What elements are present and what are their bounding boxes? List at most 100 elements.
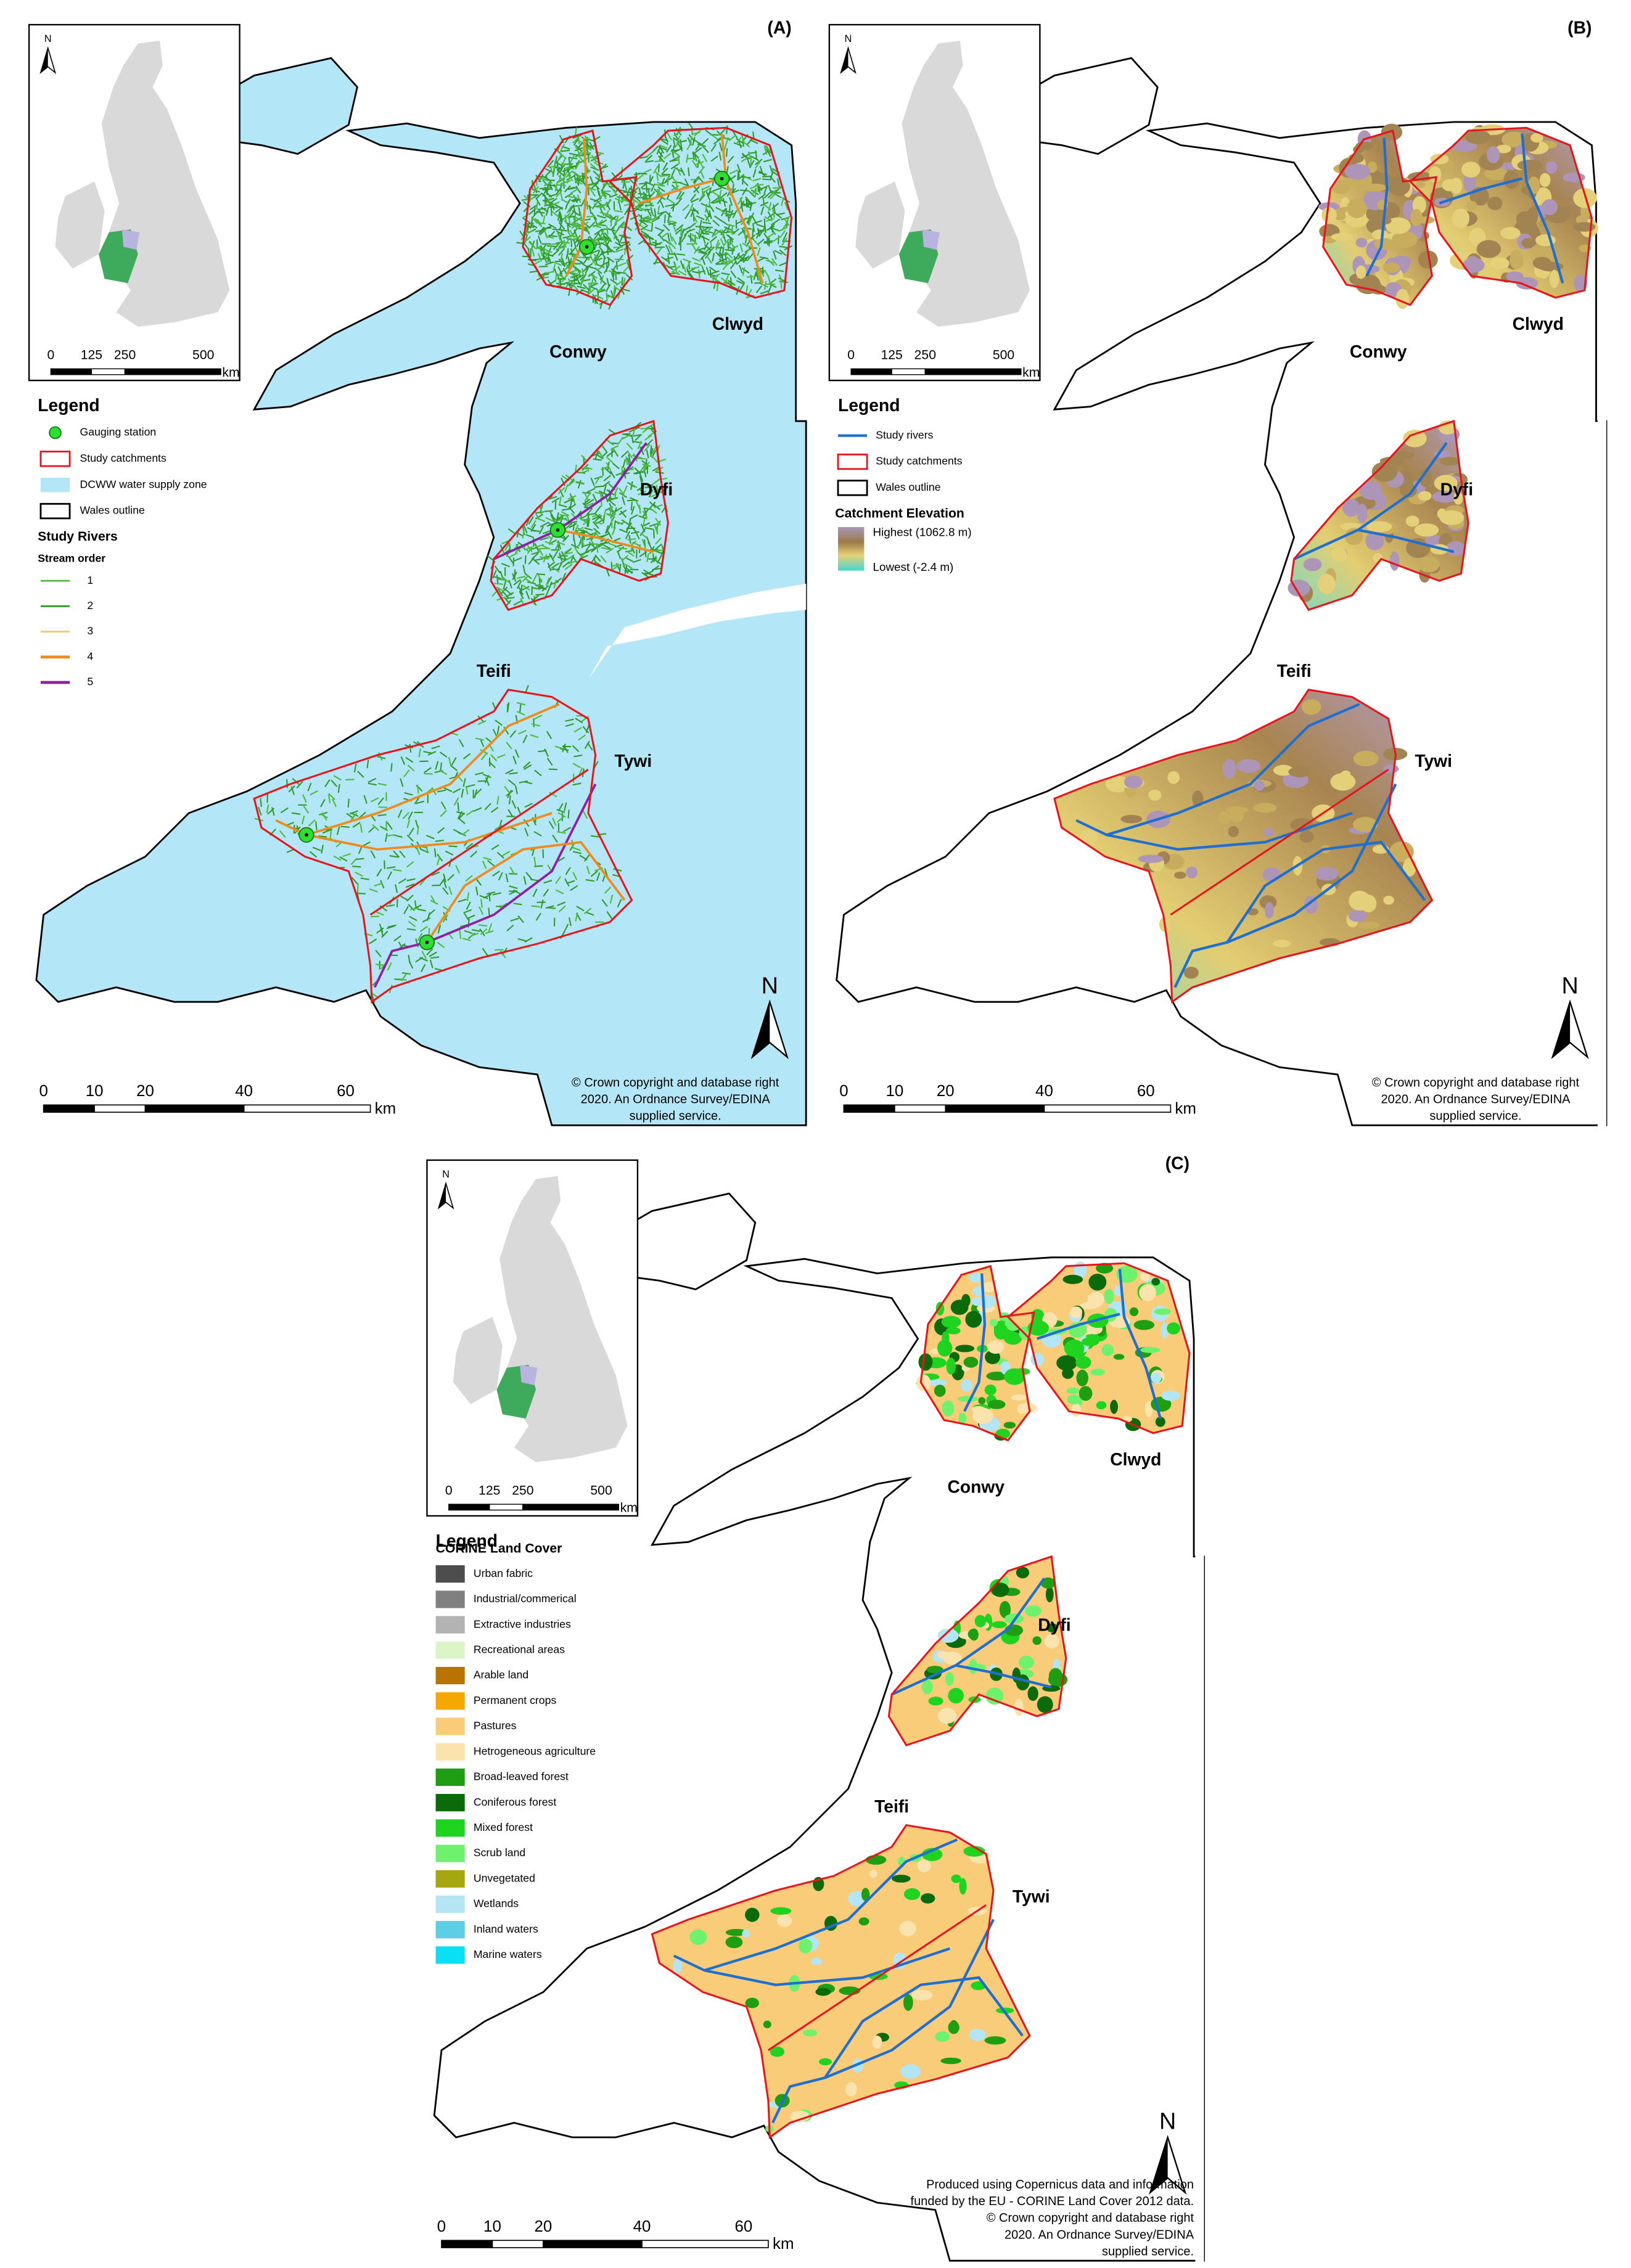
stream [562,534,570,542]
stream [279,830,286,838]
stream [406,834,414,842]
stream [443,787,453,792]
land-patch [1331,180,1350,195]
stream [440,762,442,772]
stream [312,846,321,851]
land-patch [1418,250,1438,269]
river [1293,442,1448,560]
land-patch [1348,910,1367,922]
stream [598,246,606,254]
stream [487,891,496,895]
inset-scale-bar [448,1504,490,1511]
stream [746,137,754,145]
stream [590,257,597,266]
stream [656,189,664,196]
stream [767,284,772,293]
stream [622,459,627,468]
stream [759,227,765,236]
land-patch [982,1282,996,1293]
stream [715,252,723,259]
stream [521,546,530,553]
stream [557,231,561,241]
stream [463,909,472,914]
land-patch [770,2046,785,2057]
inset-scale-bar [850,368,892,375]
stream [488,907,490,917]
stream [603,475,612,481]
stream [517,915,524,923]
stream [721,272,730,276]
stream [646,439,654,446]
stream [559,489,564,497]
land-patch [918,1353,933,1371]
land-patch [921,1679,933,1695]
stream [573,205,582,207]
legend-label: Permanent crops [474,1694,557,1706]
stream [768,184,773,194]
stream [573,137,580,146]
land-patch [957,1396,979,1402]
land-patch [946,1357,956,1375]
stream [479,895,488,899]
stream [563,239,569,248]
stream [484,803,491,811]
stream [752,168,757,178]
stream [358,811,366,819]
stream [620,241,630,244]
stream [631,434,634,443]
stream [570,885,578,891]
stream [684,211,691,219]
land-patch [1228,825,1239,838]
stream [381,930,388,938]
stream [615,248,624,253]
land-patch [1418,557,1440,573]
stream [507,809,514,817]
stream [492,729,498,737]
stream [569,269,578,274]
stream [380,880,385,889]
stream [752,178,762,182]
land-patch [1167,771,1180,784]
stream [755,158,763,165]
stream [554,182,558,192]
stream [517,806,522,816]
land-patch [1344,163,1371,180]
stream [387,871,393,880]
stream [464,913,470,922]
river [704,1947,951,1986]
stream [783,232,788,241]
stream [727,213,730,222]
credit-line: 2020. An Ordnance Survey/EDINA [581,1092,771,1106]
stream [606,226,609,235]
stream [701,266,706,275]
land-patch [1124,776,1143,789]
stream [618,547,628,550]
stream [576,239,581,247]
stream [708,199,711,208]
stream [538,208,544,217]
stream [713,215,722,222]
stream [692,136,696,146]
stream [451,757,457,766]
north-label: N [762,973,778,999]
stream [280,807,289,814]
inset-scale-label: 250 [114,348,136,362]
stream [417,785,419,794]
land-patch [1154,1308,1172,1316]
stream [404,792,413,796]
stream [549,553,554,562]
stream [604,199,612,207]
stream [701,235,710,241]
legend-swatch [435,1921,465,1939]
land-patch [745,1907,760,1922]
land-patch [1352,817,1378,832]
stream [694,129,702,137]
stream [491,844,499,850]
stream [536,517,546,523]
stream [429,951,437,957]
stream [568,258,572,267]
stream [549,180,551,190]
stream [644,443,651,452]
stream [594,451,599,460]
stream [605,493,609,502]
